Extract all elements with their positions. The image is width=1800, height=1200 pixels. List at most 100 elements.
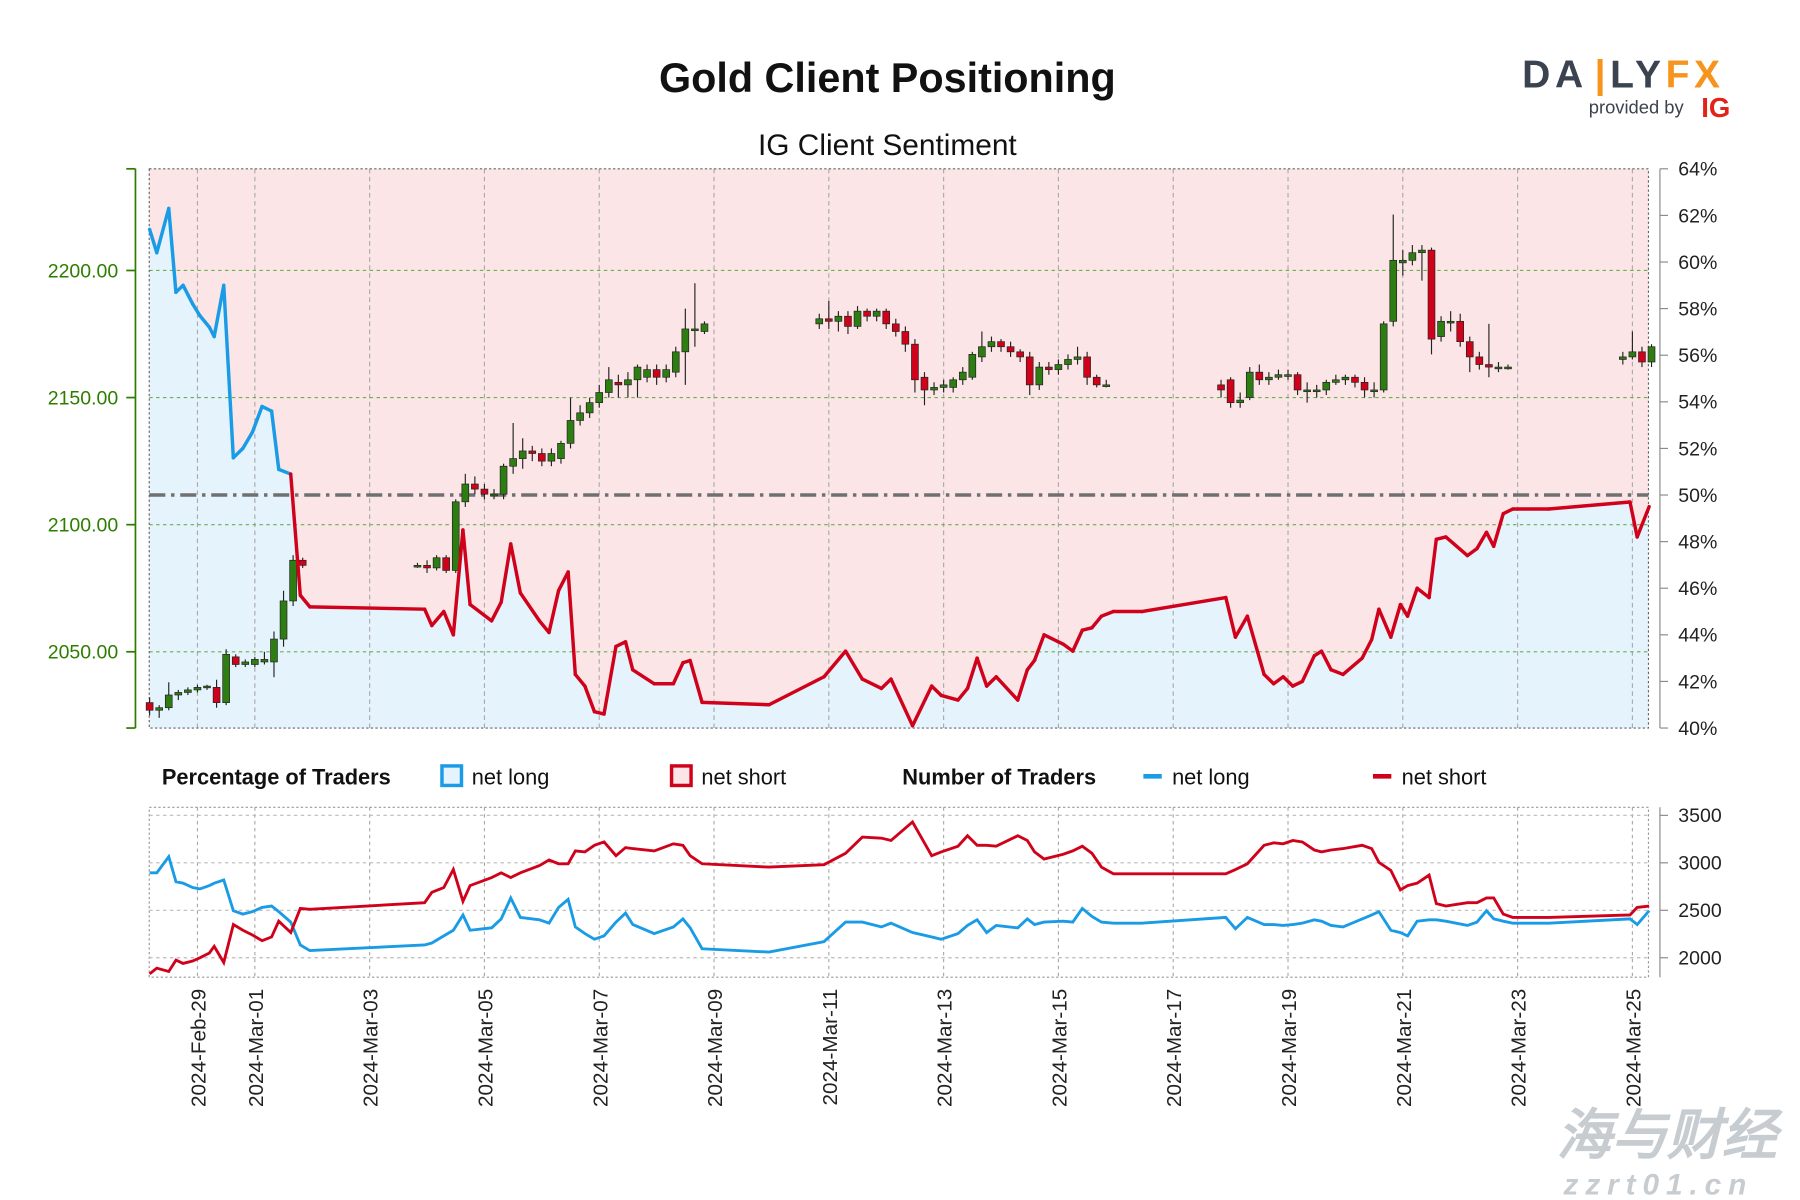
candle-up [461,483,470,503]
net-long-pct-segment [1360,637,1374,660]
candle-up [681,328,690,353]
candle-up [451,501,460,571]
candle-up [1073,356,1082,360]
net-long-pct-segment [1465,546,1479,558]
net-long-pct-segment [277,467,293,476]
candle-up [1064,359,1072,365]
candle-up [987,341,996,348]
candle-up [576,412,584,421]
candle-up [518,450,527,459]
net-long-pct-segment [860,677,884,691]
candle-up [643,369,651,378]
net-long-pct-segment [1016,668,1030,702]
net-long-pct-segment [241,430,255,451]
net-long-pct-segment [451,528,465,637]
logo-ig: IG [1701,92,1730,123]
candle-up [633,366,642,381]
candle-up [1370,389,1378,393]
candle-up [949,379,957,388]
candle-down [145,702,154,711]
candle-down [480,488,489,495]
candle-down [538,453,546,462]
net-long-pct-segment [212,283,226,339]
candle-up [939,384,948,388]
candle-down [1475,356,1484,365]
net-long-pct-segment [614,640,628,649]
x-tick-label: 2024-Mar-05 [474,989,497,1107]
candle-up [155,707,163,711]
candle-up [1341,376,1350,381]
net-long-pct-segment [1071,628,1085,653]
candle-up [222,653,230,703]
x-tick-label: 2024-Mar-09 [704,989,727,1107]
right-tick-label: 62% [1678,205,1717,227]
count-tick-label: 3000 [1678,853,1722,875]
net-long-pct-segment [1546,500,1632,511]
candle-up [1446,320,1455,324]
net-long-pct-segment [430,609,446,628]
count-tick-label: 2500 [1678,900,1722,922]
candle-up [164,694,173,709]
candle-up [241,661,250,665]
x-tick-label: 2024-Mar-01 [245,989,268,1107]
net-long-pct-segment [547,588,561,635]
plot-frame [148,168,1650,729]
net-long-pct-segment [468,602,494,623]
net-long-pct-segment [1025,658,1037,672]
candle-up [413,565,422,568]
net-long-pct-segment [181,283,195,306]
net-long-pct-segment [843,649,865,681]
logo-provided-by: provided by [1589,97,1685,118]
logo-text-fx: FX [1666,53,1725,96]
x-tick-label: 2024-Mar-15 [1048,989,1071,1107]
net-long-pct-segment [442,609,456,637]
net-long-pct-segment [1281,675,1295,688]
net-long-pct-segment [1090,614,1104,630]
net-long-pct-segment [910,684,934,728]
candle-up [624,379,632,386]
candle-up [499,465,508,495]
net-long-pct-segment [499,542,513,604]
candle-up [1245,371,1254,398]
candle-up [1303,389,1311,393]
candle-up [1035,366,1044,386]
net-long-pct-segment [1405,586,1419,618]
candle-up [184,689,192,693]
x-tick-label: 2024-Mar-07 [589,989,612,1107]
net-long-pct-segment [1271,675,1285,686]
legend-num-title: Number of Traders [902,764,1096,789]
candle-up [193,687,202,691]
candle-up [1408,252,1417,261]
net-long-pct-segment [422,607,434,628]
candle-down [652,369,661,378]
left-tick-label: 2150.00 [48,387,119,409]
net-long-pct-segment [1245,614,1266,677]
candle-up [1379,323,1388,391]
net-long-pct-segment [929,684,943,698]
x-axis: 2024-Feb-29 2024-Mar-01 2024-Mar-03 2024-Ma… [187,989,1645,1107]
legend-pct-short-swatch [669,764,693,788]
candle-up [1619,356,1627,360]
x-tick-label: 2024-Mar-23 [1508,989,1531,1107]
candle-down [1226,379,1235,404]
candle-up [251,659,259,665]
candle-up [279,600,288,640]
net-long-pct-segment [984,675,998,688]
left-tick-label: 2050.00 [48,642,119,664]
net-long-pct-segment [889,677,915,728]
right-tick-label: 64% [1678,159,1717,181]
net-long-pct-segment [583,684,597,714]
right-tick-label: 58% [1678,298,1717,320]
candle-up [557,442,565,459]
candle-down [1485,364,1493,368]
candle-up [1647,346,1656,363]
net-long-pct-segment [308,605,427,611]
net-long-pct-segment [1501,507,1515,516]
net-long-pct-segment [1032,633,1046,663]
net-long-pct-segment [688,658,704,705]
candle-up [270,638,278,663]
candle-up [1322,381,1331,391]
right-tick-label: 46% [1678,578,1717,600]
logo-text-b: LY [1610,53,1665,96]
candle-down [920,376,929,391]
